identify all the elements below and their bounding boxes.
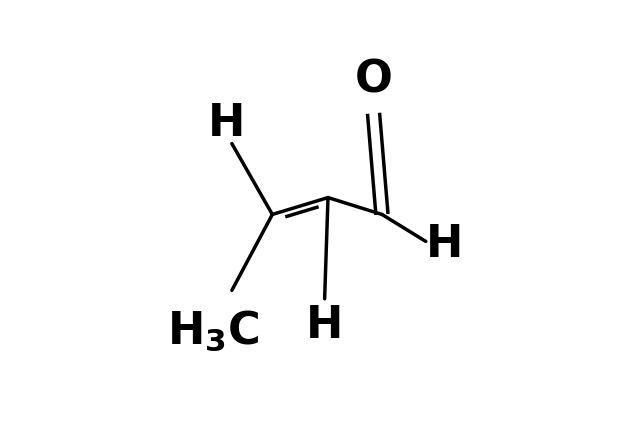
Text: H: H <box>306 304 343 347</box>
Text: $\mathregular{H_3C}$: $\mathregular{H_3C}$ <box>167 308 260 353</box>
Text: H: H <box>208 102 246 145</box>
Text: O: O <box>355 58 392 101</box>
Text: H: H <box>426 223 463 266</box>
